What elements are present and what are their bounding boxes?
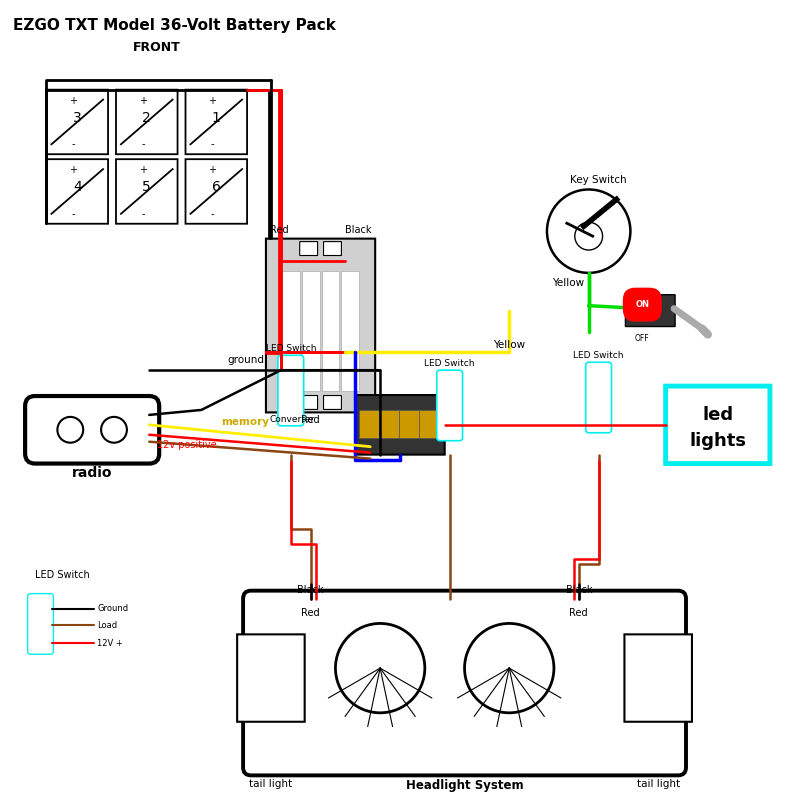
Text: 6: 6 bbox=[212, 181, 221, 194]
FancyBboxPatch shape bbox=[323, 242, 342, 255]
Text: Key Switch: Key Switch bbox=[570, 174, 627, 185]
FancyBboxPatch shape bbox=[302, 271, 319, 390]
FancyBboxPatch shape bbox=[278, 355, 304, 426]
Text: -: - bbox=[71, 139, 75, 150]
FancyBboxPatch shape bbox=[46, 90, 108, 154]
Text: FRONT: FRONT bbox=[133, 41, 181, 54]
Text: 12V +: 12V + bbox=[97, 638, 123, 648]
Text: +: + bbox=[208, 96, 216, 106]
FancyBboxPatch shape bbox=[437, 370, 462, 441]
Circle shape bbox=[574, 222, 602, 250]
FancyBboxPatch shape bbox=[282, 271, 300, 390]
Text: lights: lights bbox=[690, 432, 746, 450]
FancyBboxPatch shape bbox=[626, 294, 675, 326]
FancyBboxPatch shape bbox=[243, 590, 686, 775]
Text: tail light: tail light bbox=[637, 779, 680, 790]
FancyBboxPatch shape bbox=[300, 395, 318, 410]
Text: Yellow: Yellow bbox=[552, 278, 584, 288]
Text: -: - bbox=[141, 209, 145, 218]
Text: 4: 4 bbox=[73, 181, 82, 194]
FancyBboxPatch shape bbox=[28, 594, 54, 654]
Text: Red: Red bbox=[302, 609, 320, 618]
FancyBboxPatch shape bbox=[399, 410, 419, 438]
FancyBboxPatch shape bbox=[379, 410, 399, 438]
Text: LED Switch: LED Switch bbox=[574, 351, 624, 360]
Text: -: - bbox=[210, 139, 214, 150]
Text: Black: Black bbox=[298, 585, 324, 594]
FancyBboxPatch shape bbox=[666, 386, 770, 463]
FancyBboxPatch shape bbox=[186, 90, 247, 154]
FancyBboxPatch shape bbox=[322, 271, 339, 390]
Circle shape bbox=[465, 623, 554, 713]
Text: LED Switch: LED Switch bbox=[425, 359, 475, 368]
Text: 1: 1 bbox=[212, 111, 221, 125]
FancyBboxPatch shape bbox=[342, 271, 359, 390]
FancyBboxPatch shape bbox=[586, 362, 611, 433]
FancyBboxPatch shape bbox=[116, 90, 178, 154]
Text: Ground: Ground bbox=[97, 604, 128, 613]
FancyBboxPatch shape bbox=[625, 634, 692, 722]
Text: +: + bbox=[70, 165, 78, 175]
Text: ground: ground bbox=[227, 355, 265, 366]
FancyBboxPatch shape bbox=[186, 159, 247, 224]
Text: Converter: Converter bbox=[270, 415, 315, 424]
Text: OFF: OFF bbox=[635, 334, 650, 343]
Circle shape bbox=[101, 417, 127, 442]
Text: Red: Red bbox=[570, 609, 588, 618]
Text: +: + bbox=[138, 96, 146, 106]
FancyBboxPatch shape bbox=[46, 159, 108, 224]
Text: Yellow: Yellow bbox=[493, 341, 526, 350]
Text: LED Switch: LED Switch bbox=[34, 570, 90, 580]
Text: Red: Red bbox=[270, 225, 289, 234]
Text: led: led bbox=[702, 406, 734, 424]
Text: memory: memory bbox=[222, 417, 270, 427]
FancyBboxPatch shape bbox=[25, 396, 159, 463]
Text: 5: 5 bbox=[142, 181, 151, 194]
Text: LED Switch: LED Switch bbox=[266, 344, 316, 354]
Text: +: + bbox=[70, 96, 78, 106]
Text: radio: radio bbox=[72, 466, 113, 479]
Text: Black: Black bbox=[566, 585, 592, 594]
FancyBboxPatch shape bbox=[237, 634, 305, 722]
FancyBboxPatch shape bbox=[359, 410, 379, 438]
Text: tail light: tail light bbox=[250, 779, 293, 790]
Text: Red: Red bbox=[301, 415, 319, 426]
FancyBboxPatch shape bbox=[355, 395, 445, 454]
Text: Headlight System: Headlight System bbox=[406, 779, 523, 792]
FancyBboxPatch shape bbox=[323, 395, 342, 410]
FancyBboxPatch shape bbox=[266, 238, 375, 413]
Text: +: + bbox=[138, 165, 146, 175]
Text: 2: 2 bbox=[142, 111, 151, 125]
Text: Black: Black bbox=[345, 225, 371, 234]
Text: -: - bbox=[141, 139, 145, 150]
FancyBboxPatch shape bbox=[419, 410, 438, 438]
Circle shape bbox=[547, 190, 630, 273]
Text: 12v positive: 12v positive bbox=[157, 440, 216, 450]
Text: ON: ON bbox=[635, 300, 650, 309]
FancyBboxPatch shape bbox=[116, 159, 178, 224]
Circle shape bbox=[335, 623, 425, 713]
Text: EZGO TXT Model 36-Volt Battery Pack: EZGO TXT Model 36-Volt Battery Pack bbox=[13, 18, 335, 33]
Text: 3: 3 bbox=[73, 111, 82, 125]
Text: -: - bbox=[210, 209, 214, 218]
Text: Load: Load bbox=[97, 621, 118, 630]
Text: +: + bbox=[208, 165, 216, 175]
Text: -: - bbox=[71, 209, 75, 218]
Circle shape bbox=[58, 417, 83, 442]
FancyBboxPatch shape bbox=[300, 242, 318, 255]
